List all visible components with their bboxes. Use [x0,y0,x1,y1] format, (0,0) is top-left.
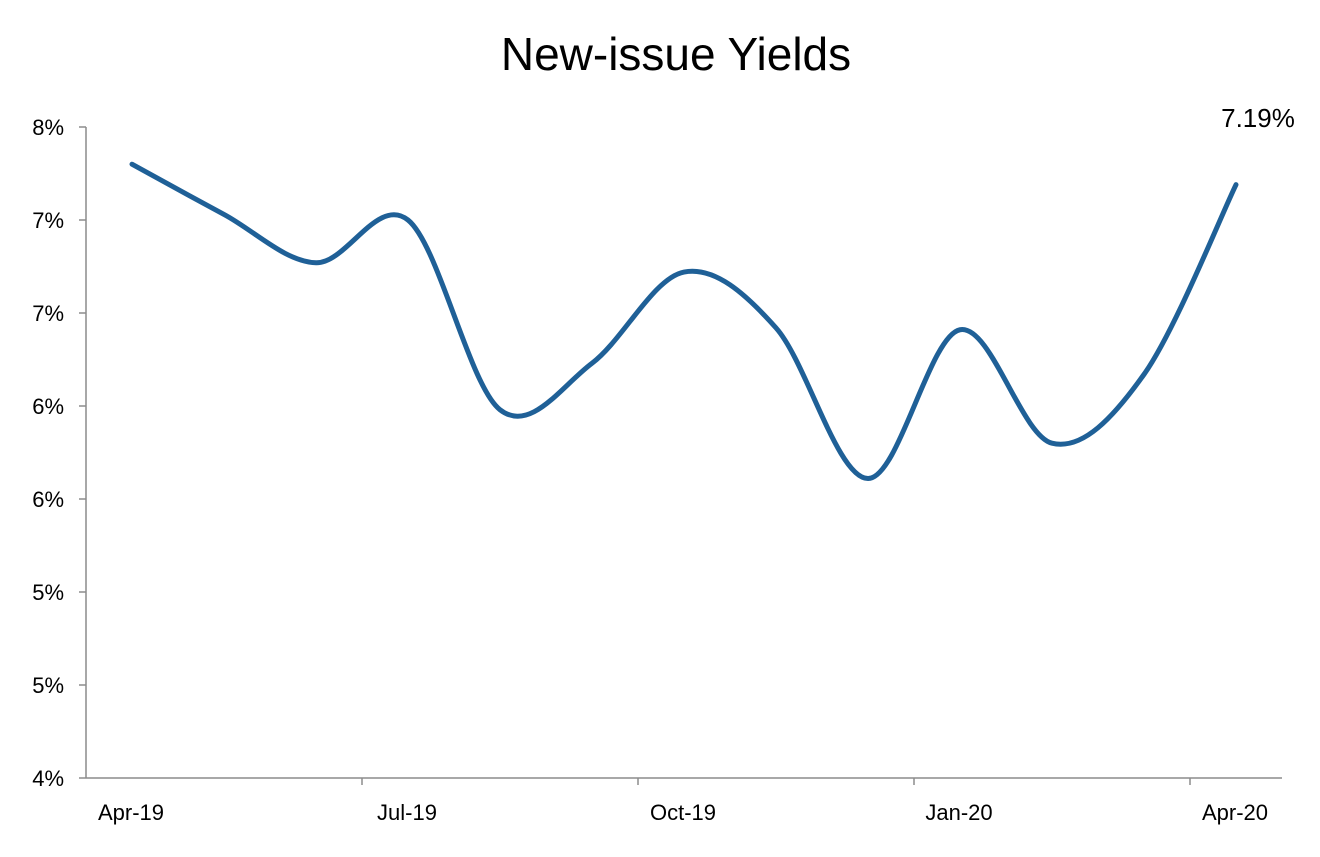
y-tick-label: 5% [32,580,64,605]
x-tick-label: Oct-19 [650,800,716,825]
series-line [129,161,1239,482]
x-tick-label: Jul-19 [377,800,437,825]
y-tick-label: 5% [32,673,64,698]
x-tick-label: Apr-20 [1202,800,1268,825]
y-tick-label: 8% [32,115,64,140]
x-tick-label: Apr-19 [98,800,164,825]
last-value-annotation: 7.19% [1221,103,1295,133]
x-tick-label: Jan-20 [925,800,992,825]
y-tick-label: 4% [32,766,64,791]
series-layer [129,161,1239,482]
y-tick-label: 7% [32,301,64,326]
y-tick-label: 7% [32,208,64,233]
y-tick-label: 6% [32,394,64,419]
y-axis-ticks: 4% 5% 5% 6% 6% 7% 7% 8% [32,115,86,791]
y-tick-label: 6% [32,487,64,512]
x-axis-ticks: Apr-19 Jul-19 Oct-19 Jan-20 Apr-20 [98,778,1268,825]
chart-title: New-issue Yields [501,28,851,80]
